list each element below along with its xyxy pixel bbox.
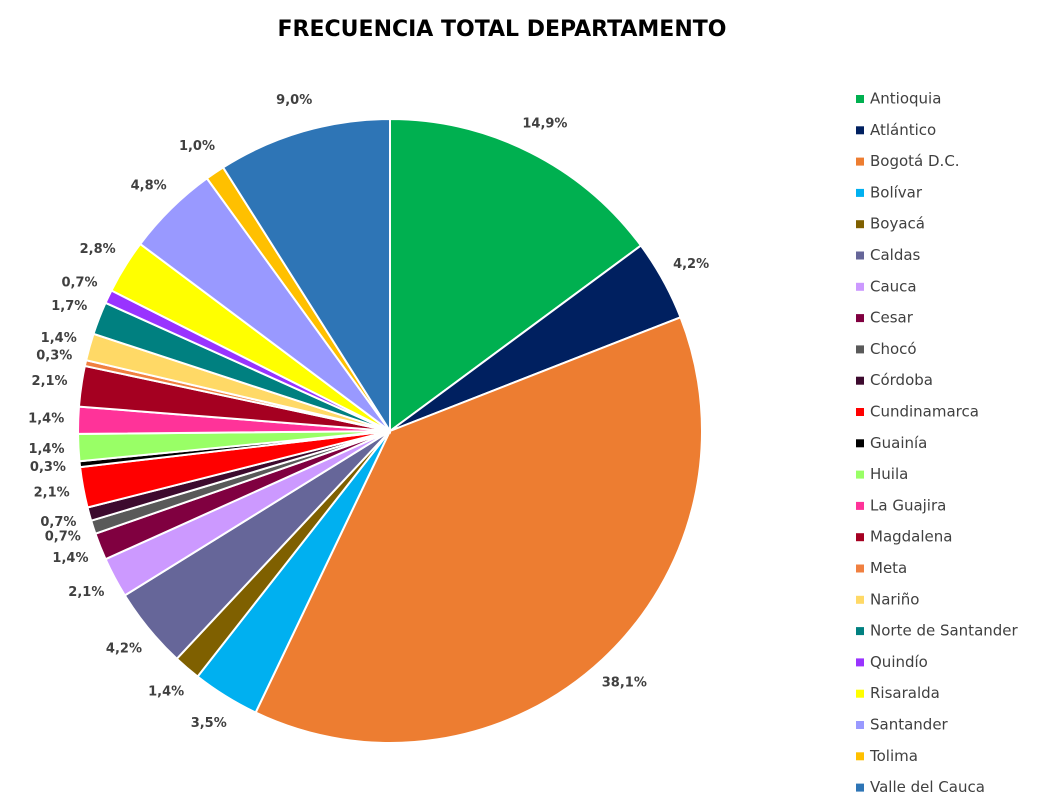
data-label: 2,1% bbox=[34, 486, 70, 501]
pie-slice bbox=[389, 117, 643, 433]
legend-swatch bbox=[856, 157, 864, 166]
legend-swatch bbox=[856, 501, 864, 510]
legend-label: Guainía bbox=[870, 434, 927, 452]
legend-swatch bbox=[856, 345, 864, 354]
legend-label: Chocó bbox=[870, 340, 917, 358]
legend-swatch bbox=[856, 470, 864, 479]
data-label: 4,8% bbox=[131, 178, 167, 193]
legend-swatch bbox=[856, 439, 864, 448]
legend-label: Antioquia bbox=[870, 90, 941, 108]
data-label: 9,0% bbox=[276, 93, 312, 108]
legend-label: Bogotá D.C. bbox=[870, 152, 960, 170]
legend-swatch bbox=[856, 752, 864, 761]
legend-label: Tolima bbox=[869, 747, 918, 765]
legend-swatch bbox=[856, 408, 864, 416]
legend-swatch bbox=[856, 627, 864, 636]
legend-swatch bbox=[856, 376, 864, 385]
legend-label: Meta bbox=[870, 559, 907, 577]
legend-label: Cundinamarca bbox=[870, 403, 979, 421]
data-label: 0,7% bbox=[40, 515, 76, 530]
legend-swatch bbox=[856, 220, 864, 229]
legend-label: Atlántico bbox=[870, 121, 936, 139]
data-label: 1,4% bbox=[28, 412, 64, 427]
legend-label: Córdoba bbox=[870, 371, 933, 389]
data-label: 2,1% bbox=[32, 374, 68, 389]
legend-swatch bbox=[856, 533, 864, 542]
legend-label: Cesar bbox=[870, 309, 914, 327]
legend-swatch bbox=[856, 251, 864, 260]
legend-swatch bbox=[856, 783, 864, 792]
data-label: 2,8% bbox=[80, 242, 116, 257]
legend-swatch bbox=[856, 721, 864, 729]
legend-label: Huila bbox=[870, 465, 908, 483]
data-label: 0,7% bbox=[62, 275, 98, 290]
legend-label: Risaralda bbox=[870, 684, 940, 702]
data-label: 0,3% bbox=[36, 349, 72, 364]
legend-label: Boyacá bbox=[870, 215, 925, 233]
data-label: 14,9% bbox=[522, 116, 567, 131]
data-label: 0,3% bbox=[30, 460, 66, 475]
legend-swatch bbox=[856, 564, 864, 573]
data-label: 38,1% bbox=[602, 675, 647, 690]
pie-slice bbox=[254, 315, 704, 744]
legend-swatch bbox=[856, 689, 864, 698]
legend-label: Valle del Cauca bbox=[870, 778, 985, 796]
legend-label: Nariño bbox=[870, 590, 919, 608]
legend-label: Magdalena bbox=[870, 528, 952, 546]
data-label: 1,0% bbox=[179, 139, 215, 154]
data-label: 1,7% bbox=[51, 299, 87, 314]
legend-swatch bbox=[856, 595, 864, 604]
legend-swatch bbox=[856, 658, 864, 667]
legend-swatch bbox=[856, 282, 864, 291]
legend-label: Norte de Santander bbox=[870, 622, 1019, 640]
data-label: 1,4% bbox=[41, 331, 77, 346]
data-label: 4,2% bbox=[673, 257, 709, 272]
data-label: 0,7% bbox=[45, 530, 81, 545]
legend-swatch bbox=[856, 188, 864, 197]
legend-label: Bolívar bbox=[870, 183, 923, 201]
data-label: 1,4% bbox=[148, 685, 184, 700]
data-label: 2,1% bbox=[68, 585, 104, 600]
data-label: 4,2% bbox=[106, 642, 142, 657]
legend-swatch bbox=[856, 126, 864, 135]
data-label: 3,5% bbox=[191, 716, 227, 731]
legend-swatch bbox=[856, 314, 864, 323]
pie-slice bbox=[221, 117, 391, 435]
legend-label: Cauca bbox=[870, 277, 917, 295]
legend-swatch bbox=[856, 95, 864, 103]
data-label: 1,4% bbox=[28, 442, 64, 457]
chart-title: FRECUENCIA TOTAL DEPARTAMENTO bbox=[278, 17, 727, 42]
legend-label: Santander bbox=[870, 716, 949, 734]
legend-label: La Guajira bbox=[870, 496, 946, 514]
legend-label: Caldas bbox=[870, 246, 921, 264]
legend-label: Quindío bbox=[870, 653, 928, 671]
data-label: 1,4% bbox=[52, 551, 88, 566]
